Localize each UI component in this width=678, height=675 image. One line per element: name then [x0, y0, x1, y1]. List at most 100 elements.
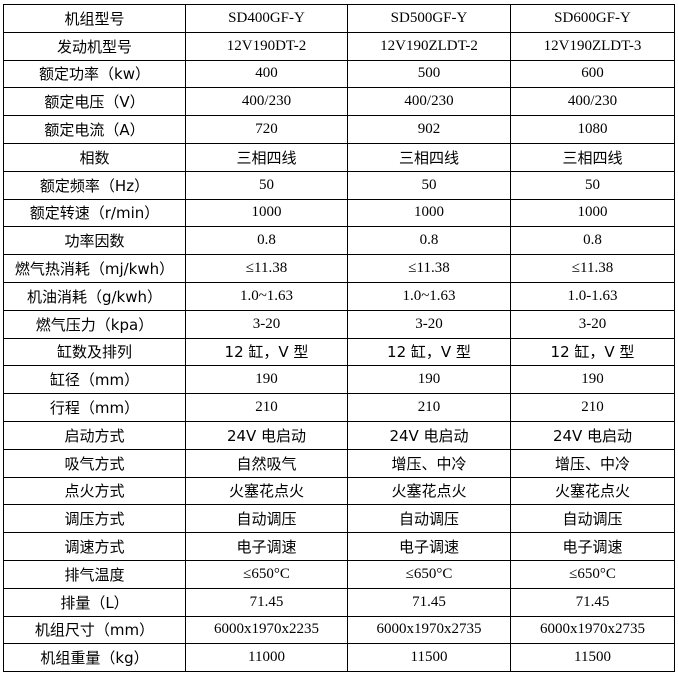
cell-value: 600	[510, 59, 675, 89]
cell-value: 1.0~1.63	[347, 281, 511, 311]
cell-value: 火塞花点火	[185, 476, 348, 506]
cell-value: 720	[185, 115, 348, 144]
cell-value: 电子调速	[185, 532, 348, 561]
cell-value: SD500GF-Y	[347, 4, 511, 33]
cell-value: 1.0~1.63	[185, 281, 348, 311]
cell-value: 0.8	[510, 226, 675, 256]
row-label: 调速方式	[3, 532, 186, 561]
row-label: 缸数及排列	[3, 337, 186, 367]
cell-value: 1.0-1.63	[510, 281, 675, 311]
cell-value: 6000x1970x2735	[347, 615, 511, 645]
table-row: 额定频率（Hz） 50 50 50	[3, 170, 675, 200]
row-label: 机组重量（kg）	[3, 643, 186, 673]
cell-value: SD400GF-Y	[185, 4, 348, 33]
cell-value: 自动调压	[185, 504, 348, 534]
cell-value: 3-20	[185, 309, 348, 339]
cell-value: 210	[510, 393, 675, 422]
table-row: 发动机型号 12V190DT-2 12V190ZLDT-2 12V190ZLDT-3	[3, 31, 675, 61]
table-row: 燃气压力（kpa） 3-20 3-20 3-20	[3, 309, 675, 339]
cell-value: 71.45	[347, 587, 511, 617]
table-row: 行程（mm） 210 210 210	[3, 393, 675, 422]
cell-value: 12 缸，V 型	[185, 337, 348, 367]
cell-value: 190	[510, 365, 675, 395]
table-row: 机油消耗（g/kwh） 1.0~1.63 1.0~1.63 1.0-1.63	[3, 281, 675, 311]
cell-value: 增压、中冷	[510, 448, 675, 478]
spec-table-body: 机组型号 SD400GF-Y SD500GF-Y SD600GF-Y 发动机型号 12V1…	[3, 4, 675, 673]
row-label: 机组尺寸（mm）	[3, 615, 186, 645]
row-label: 排量（L）	[3, 587, 186, 617]
table-row: 额定电压（V） 400/230 400/230 400/230	[3, 87, 675, 117]
table-row: 调压方式 自动调压 自动调压 自动调压	[3, 504, 675, 534]
cell-value: 1000	[347, 198, 511, 228]
cell-value: 12V190ZLDT-2	[347, 31, 511, 61]
cell-value: ≤11.38	[510, 254, 675, 283]
row-label: 功率因数	[3, 226, 186, 256]
cell-value: 190	[347, 365, 511, 395]
spec-table: 机组型号 SD400GF-Y SD500GF-Y SD600GF-Y 发动机型号 12V1…	[3, 4, 675, 673]
cell-value: 三相四线	[185, 142, 348, 172]
row-label: 发动机型号	[3, 31, 186, 61]
cell-value: 400	[185, 59, 348, 89]
cell-value: 1000	[510, 198, 675, 228]
row-label: 排气温度	[3, 559, 186, 589]
row-label: 机组型号	[3, 4, 186, 33]
cell-value: 400/230	[510, 87, 675, 117]
row-label: 额定功率（kw）	[3, 59, 186, 89]
table-row: 调速方式 电子调速 电子调速 电子调速	[3, 532, 675, 561]
table-row: 缸数及排列 12 缸，V 型 12 缸，V 型 12 缸，V 型	[3, 337, 675, 367]
row-label: 行程（mm）	[3, 393, 186, 422]
table-row: 机组型号 SD400GF-Y SD500GF-Y SD600GF-Y	[3, 4, 675, 33]
cell-value: 210	[347, 393, 511, 422]
cell-value: 1000	[185, 198, 348, 228]
row-label: 相数	[3, 142, 186, 172]
row-label: 额定频率（Hz）	[3, 170, 186, 200]
cell-value: 1080	[510, 115, 675, 144]
cell-value: 24V 电启动	[347, 420, 511, 450]
cell-value: 自动调压	[347, 504, 511, 534]
table-row: 燃气热消耗（mj/kwh） ≤11.38 ≤11.38 ≤11.38	[3, 254, 675, 283]
row-label: 机油消耗（g/kwh）	[3, 281, 186, 311]
row-label: 额定电压（V）	[3, 87, 186, 117]
row-label: 额定电流（A）	[3, 115, 186, 144]
cell-value: 3-20	[347, 309, 511, 339]
cell-value: 三相四线	[510, 142, 675, 172]
row-label: 缸径（mm）	[3, 365, 186, 395]
cell-value: ≤650°C	[510, 559, 675, 589]
cell-value: 火塞花点火	[510, 476, 675, 506]
cell-value: 增压、中冷	[347, 448, 511, 478]
table-row: 机组重量（kg） 11000 11500 11500	[3, 643, 675, 673]
cell-value: 902	[347, 115, 511, 144]
cell-value: 24V 电启动	[510, 420, 675, 450]
cell-value: 71.45	[185, 587, 348, 617]
cell-value: 50	[185, 170, 348, 200]
cell-value: 3-20	[510, 309, 675, 339]
table-row: 额定转速（r/min） 1000 1000 1000	[3, 198, 675, 228]
cell-value: 电子调速	[510, 532, 675, 561]
cell-value: 6000x1970x2735	[510, 615, 675, 645]
table-row: 缸径（mm） 190 190 190	[3, 365, 675, 395]
cell-value: 自动调压	[510, 504, 675, 534]
table-row: 相数 三相四线 三相四线 三相四线	[3, 142, 675, 172]
cell-value: 火塞花点火	[347, 476, 511, 506]
cell-value: 50	[510, 170, 675, 200]
cell-value: ≤11.38	[185, 254, 348, 283]
cell-value: 190	[185, 365, 348, 395]
cell-value: 11000	[185, 643, 348, 673]
cell-value: 24V 电启动	[185, 420, 348, 450]
cell-value: 12V190DT-2	[185, 31, 348, 61]
cell-value: 12V190ZLDT-3	[510, 31, 675, 61]
cell-value: 0.8	[185, 226, 348, 256]
table-row: 功率因数 0.8 0.8 0.8	[3, 226, 675, 256]
table-row: 排量（L） 71.45 71.45 71.45	[3, 587, 675, 617]
table-row: 启动方式 24V 电启动 24V 电启动 24V 电启动	[3, 420, 675, 450]
row-label: 燃气热消耗（mj/kwh）	[3, 254, 186, 283]
cell-value: 500	[347, 59, 511, 89]
cell-value: ≤650°C	[347, 559, 511, 589]
cell-value: 71.45	[510, 587, 675, 617]
cell-value: 0.8	[347, 226, 511, 256]
row-label: 额定转速（r/min）	[3, 198, 186, 228]
cell-value: 三相四线	[347, 142, 511, 172]
row-label: 启动方式	[3, 420, 186, 450]
cell-value: 12 缸，V 型	[347, 337, 511, 367]
table-row: 排气温度 ≤650°C ≤650°C ≤650°C	[3, 559, 675, 589]
